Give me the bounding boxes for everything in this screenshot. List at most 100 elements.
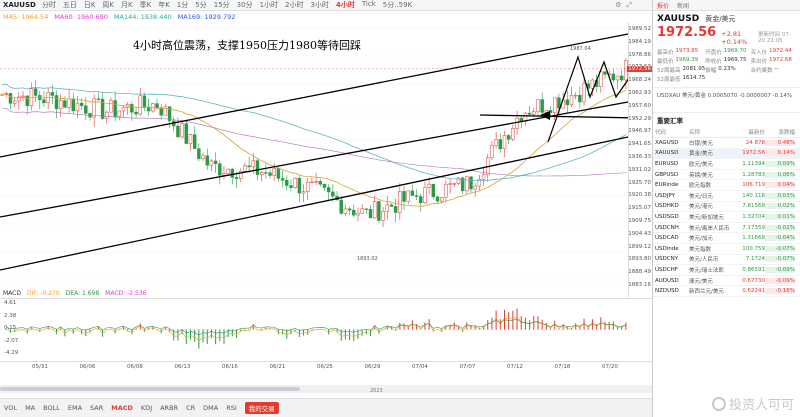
candle-down <box>431 183 436 198</box>
scrollbar-thumb[interactable] <box>0 387 300 391</box>
fx-column-header[interactable]: 代码 <box>655 130 667 136</box>
fullscreen-icon[interactable]: ⤢ <box>626 0 632 9</box>
indicator-bar: VOL MA BOLL EMA SAR MACD KDJ ARBR CR DMA RSI 我的交易 <box>0 398 652 417</box>
fx-name: 英镑/美元 <box>689 172 713 179</box>
timeframe-tab[interactable]: 3小时 <box>310 1 329 9</box>
timeframe-tab[interactable]: 4小时 <box>335 1 355 9</box>
indicator-tab[interactable]: CR <box>186 404 196 412</box>
fx-row[interactable]: XAUUSD 黄金/美元 1972.56 0.14% <box>653 148 800 160</box>
fx-row[interactable]: USDSGD 美元/新加坡元 1.32704 0.01% <box>653 212 800 223</box>
timeframe-tab[interactable]: 1分 <box>176 1 189 9</box>
candle-down <box>565 99 570 106</box>
timeframe-tab[interactable]: 2小时 <box>285 1 304 9</box>
quote-stat-value: 0.23% <box>718 66 736 72</box>
my-trade-button[interactable]: 我的交易 <box>244 402 279 414</box>
indicator-tab[interactable]: EMA <box>67 404 83 412</box>
fx-row[interactable]: EURUSD 欧元/美元 1.11394 0.09% <box>653 159 800 170</box>
fx-price: 1.28783 <box>742 171 765 178</box>
fx-symbol: GBPUSD <box>655 171 679 178</box>
quote-tab[interactable]: 报价 <box>657 2 670 10</box>
candle-down <box>33 88 38 96</box>
fx-symbol: EURinde <box>655 182 679 189</box>
fx-column-header[interactable]: 名称 <box>689 130 701 136</box>
settings-icon[interactable]: ⚙ <box>615 0 622 9</box>
quote-stat-label: 买入价 <box>750 50 768 56</box>
fx-column-header[interactable]: 涨跌幅 <box>778 130 795 136</box>
indicator-tab[interactable]: VOL <box>4 404 18 412</box>
timeframe-tab[interactable]: 五日 <box>62 1 77 9</box>
fx-row[interactable]: USDCAD 美元/加元 1.31668 -0.04% <box>653 233 800 244</box>
timeframe-tab[interactable]: 年K <box>158 1 170 9</box>
timeframe-tab[interactable]: 30分 <box>236 1 253 9</box>
candle-up <box>406 190 410 202</box>
candle-up <box>439 197 444 202</box>
indicator-tab[interactable]: BOLL <box>43 404 60 412</box>
timeframe-tab[interactable]: 5分..59K <box>382 1 413 9</box>
fx-symbol: USDCNY <box>655 256 679 263</box>
indicator-tab[interactable]: RSI <box>226 404 237 412</box>
candle-down <box>159 107 163 116</box>
fx-row[interactable]: EURinde 欧元指数 106.719 0.04% <box>653 180 800 191</box>
quote-stat: 卖出价 1972.68 <box>751 57 796 65</box>
indicator-tab[interactable]: MACD <box>111 404 133 412</box>
candle-up <box>385 204 389 212</box>
timeframe-tab[interactable]: 1小时 <box>259 1 279 9</box>
fx-price: 0.86591 <box>742 266 765 273</box>
fx-price: 0.67730 <box>742 277 765 284</box>
candle-down <box>71 98 75 112</box>
price-tick: 1941.65 <box>628 141 651 148</box>
fx-row[interactable]: XAGUSD 白银/美元 24.878 0.48% <box>653 138 800 149</box>
macd-chart[interactable] <box>0 298 652 360</box>
fx-row[interactable]: NZDUSD 新西兰元/美元 0.62241 -0.16% <box>653 286 800 297</box>
macd-tick: 2.38 <box>4 312 17 319</box>
quote-stat-label: 最高价 <box>657 50 674 56</box>
timeframe-tab[interactable]: Tick <box>361 0 376 8</box>
timeframe-tab[interactable]: 月K <box>121 1 133 9</box>
macd-tick: 4.61 <box>4 300 17 306</box>
chart-scrollbar[interactable] <box>0 385 652 393</box>
candle-down <box>197 148 201 159</box>
fx-name: 美元/日元 <box>689 193 713 200</box>
timeframe-tab[interactable]: 分时 <box>41 1 56 9</box>
trend-line <box>0 101 629 218</box>
price-chart[interactable]: 1987.04 1893.02 <box>0 22 652 297</box>
fx-row[interactable]: USDHKD 美元/港元 7.81568 0.02% <box>653 202 800 213</box>
timeframe-tab[interactable]: 日K <box>83 1 96 9</box>
fx-symbol: USDCHF <box>655 266 678 273</box>
candle-up <box>75 102 80 112</box>
fx-row[interactable]: USDCNY 美元/人民币 7.1724 -0.07% <box>653 255 800 266</box>
candle-down <box>184 123 189 144</box>
quote-tab[interactable]: 新闻 <box>677 2 690 10</box>
candle-up <box>180 123 184 138</box>
fx-name: 新西兰元/美元 <box>689 289 724 296</box>
fx-row[interactable]: AUDUSD 澳元/美元 0.67730 -0.09% <box>653 276 800 287</box>
fx-row[interactable]: GBPUSD 英镑/美元 1.28783 0.06% <box>653 170 800 181</box>
timeframe-tab[interactable]: 15分 <box>213 1 230 9</box>
indicator-tab[interactable]: ARBR <box>160 404 179 412</box>
candle-up <box>259 172 264 175</box>
candle-down <box>578 94 582 103</box>
timeframe-tab[interactable]: 周K <box>102 1 115 9</box>
indicator-tab[interactable]: KDJ <box>140 404 153 412</box>
fx-price: 24.878 <box>745 139 765 146</box>
fx-row[interactable]: USDCHF 美元/瑞士法郎 0.86591 -0.09% <box>653 265 800 276</box>
fx-column-header[interactable]: 最新价 <box>748 130 765 136</box>
candle-up <box>372 201 377 219</box>
candle-down <box>268 172 272 176</box>
indicator-tab[interactable]: MA <box>25 404 36 412</box>
fx-name: 黄金/美元 <box>689 151 713 158</box>
fx-price: 106.719 <box>742 182 765 189</box>
timeframe-tab[interactable]: 5分 <box>195 1 207 9</box>
fx-row[interactable]: USDJPY 美元/日元 140.116 0.03% <box>653 191 800 202</box>
candle-down <box>8 93 13 104</box>
fx-row[interactable]: USDCNH 美元/离岸人民币 7.17359 -0.02% <box>653 223 800 234</box>
indicator-tab[interactable]: DMA <box>203 404 219 412</box>
fx-row[interactable]: USDinde 美元指数 100.759 -0.07% <box>653 244 800 255</box>
fx-symbol: EURUSD <box>655 160 679 167</box>
quote-stat-label: 卖出价 <box>750 59 768 65</box>
candle-up <box>314 181 318 183</box>
price-tick: 1899.12 <box>628 243 651 250</box>
candle-down <box>79 102 84 106</box>
timeframe-tab[interactable]: 季K <box>139 1 152 9</box>
indicator-tab[interactable]: SAR <box>90 404 104 412</box>
